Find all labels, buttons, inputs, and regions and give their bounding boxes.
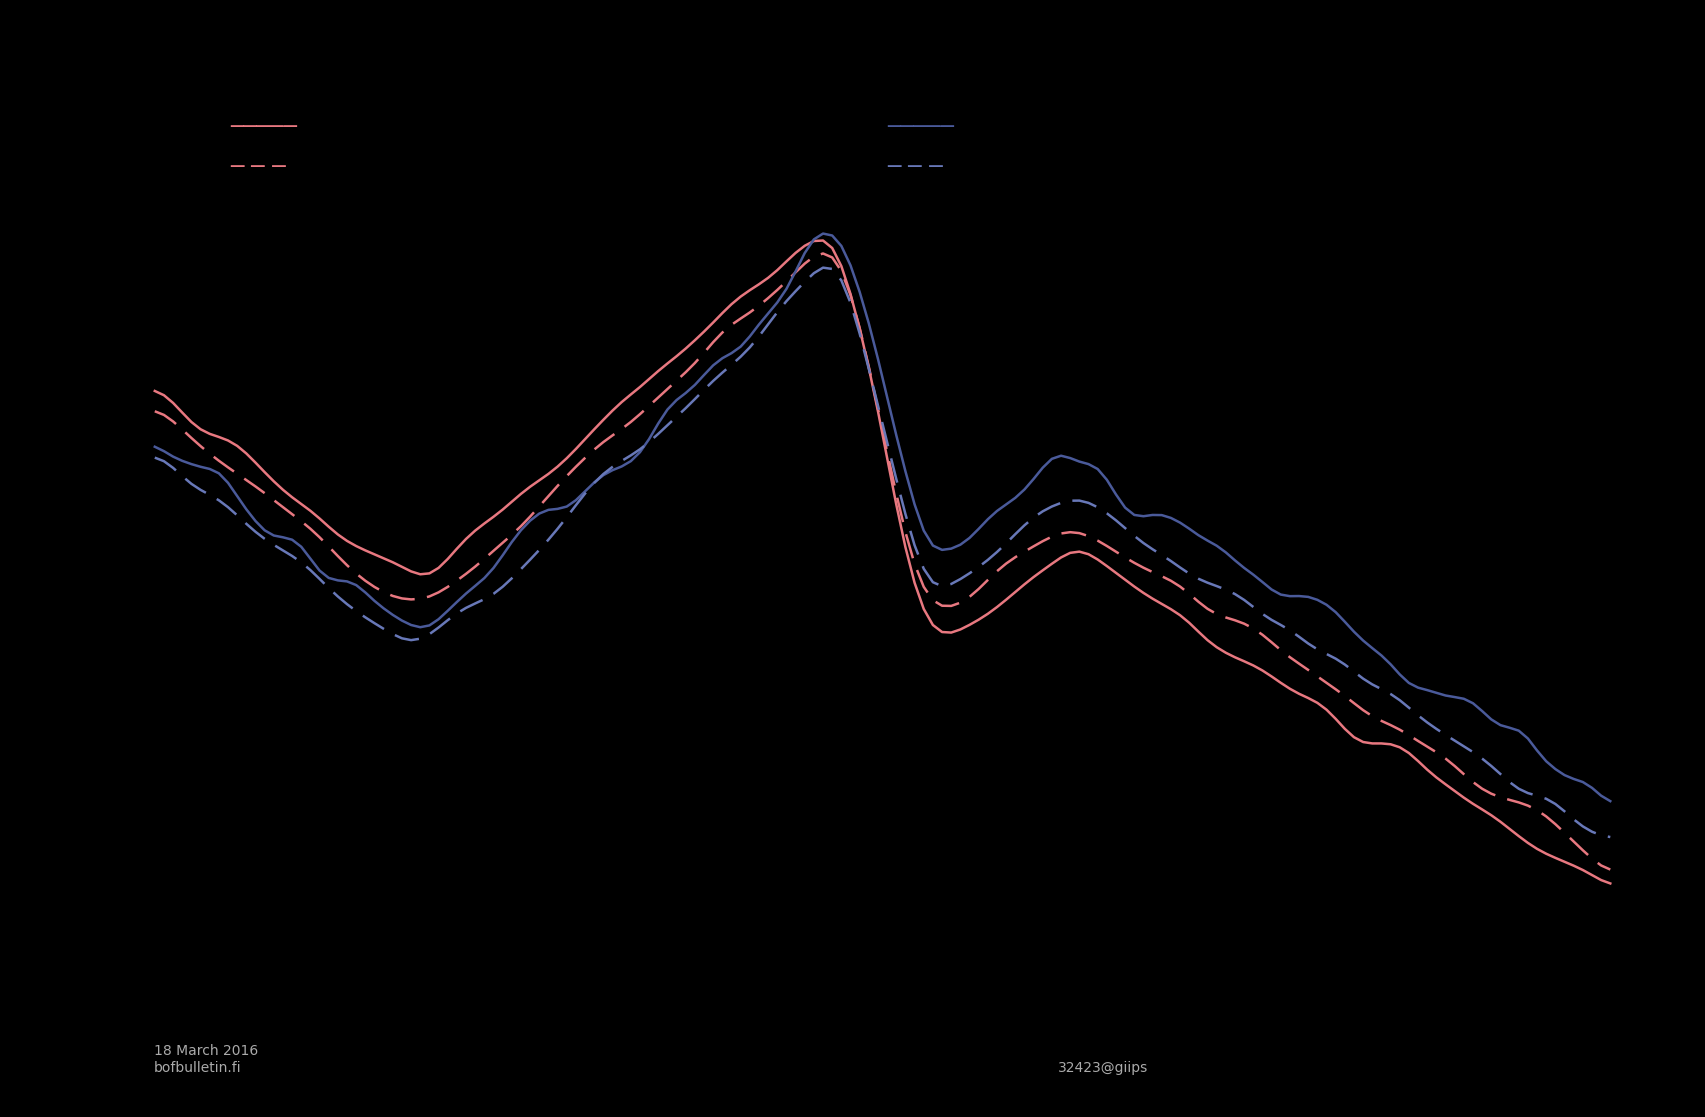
Text: 18 March 2016
bofbulletin.fi: 18 March 2016 bofbulletin.fi xyxy=(153,1044,257,1075)
Text: ─ ─ ─: ─ ─ ─ xyxy=(887,157,943,178)
Text: 32423@giips: 32423@giips xyxy=(1057,1060,1147,1075)
Text: ─────: ───── xyxy=(887,118,953,139)
Text: ─ ─ ─: ─ ─ ─ xyxy=(230,157,286,178)
Text: ─────: ───── xyxy=(230,118,297,139)
